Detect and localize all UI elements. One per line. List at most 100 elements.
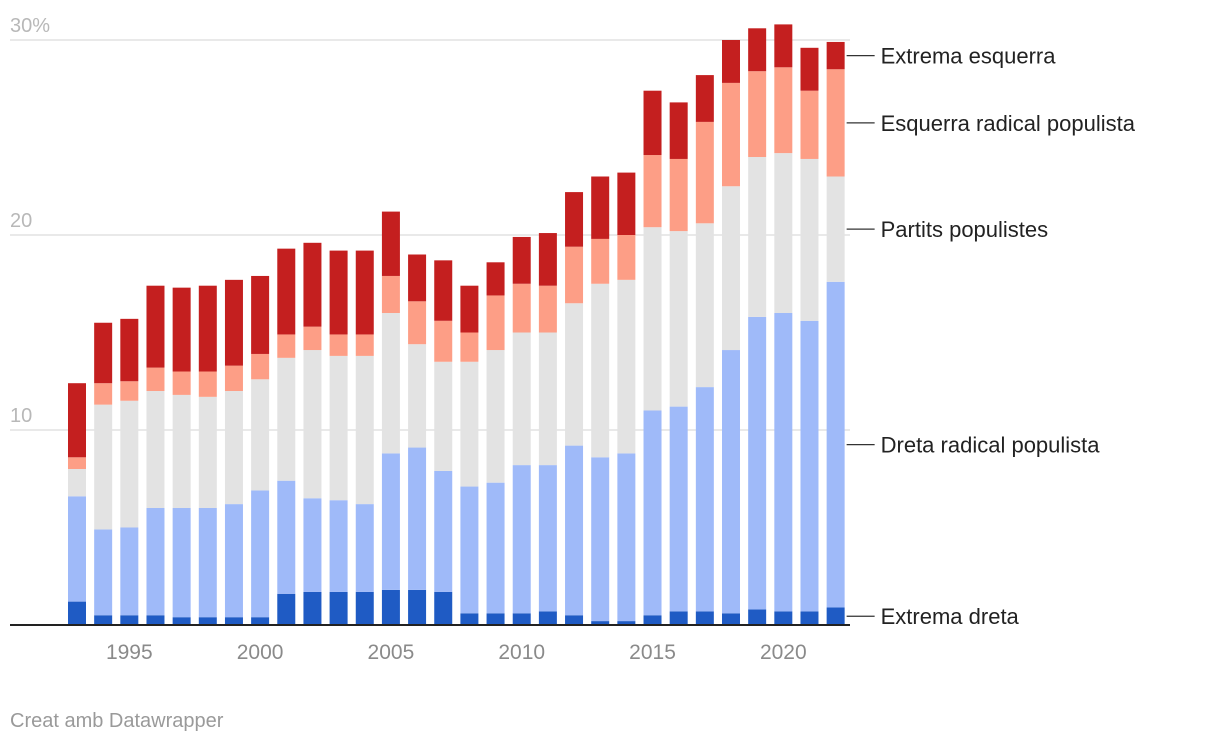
bar-segment [460,285,479,333]
bar-segment [277,593,296,625]
bar-segment [617,621,636,625]
bar-segment [826,69,845,177]
y-tick-label: 20 [10,210,32,232]
bar-segment [120,400,139,528]
bar-segment [277,334,296,358]
bar-segment [355,355,374,505]
bar-segment [774,611,793,625]
x-tick-label: 1995 [106,641,153,664]
x-tick-label: 2000 [237,641,284,664]
bar-segment [695,121,714,224]
bar-segment [748,157,767,317]
bar-segment [277,480,296,594]
bar-segment [146,285,165,368]
bar-segment [800,320,819,612]
bar-segment [68,496,86,602]
bar-segment [198,617,217,625]
bar-segment [512,465,531,614]
bar-segment [695,387,714,612]
bar-segment [381,313,400,454]
bar-segment [408,589,427,625]
bar-segment [643,227,662,411]
bar-segment [434,361,453,471]
bar-segment [748,71,767,157]
x-axis-ticks: 1995 2000 2005 2010 2015 2020 [106,641,807,664]
legend-label: Dreta radical populista [881,433,1101,458]
bar-segment [94,383,113,405]
legend-label: Extrema esquerra [881,44,1057,69]
bar-segment [748,609,767,625]
bar-segment [826,41,845,70]
bar-segment [565,445,584,616]
bar-segment [460,486,479,614]
bar-segment [224,504,243,618]
bar-segment [512,236,531,284]
bar-segment [512,332,531,466]
y-axis-ticks: 10 20 30% [10,15,50,427]
bar-segment [172,394,191,508]
bar-segment [591,283,610,458]
bars [68,24,845,625]
bar-segment [669,158,688,232]
y-tick-label: 30% [10,15,50,37]
bar-segment [774,24,793,68]
bar-segment [748,28,767,72]
bar-segment [565,303,584,446]
bar-segment [695,223,714,388]
x-tick-label: 2005 [368,641,415,664]
bar-segment [146,391,165,508]
bar-segment [408,447,427,590]
bar-segment [251,353,270,380]
bar-segment [381,275,400,313]
y-tick-label: 10 [10,405,32,427]
bar-segment [800,90,819,159]
bar-segment [722,613,740,625]
bar-segment [224,365,243,391]
bar-segment [120,318,139,382]
bar-segment [617,279,636,454]
bar-segment [748,316,767,610]
bar-segment [120,381,139,401]
bar-segment [669,611,688,625]
legend-label: Partits populistes [881,217,1049,242]
bar-segment [486,482,505,614]
bar-segment [591,621,610,625]
bar-segment [408,301,427,345]
bar-segment [460,613,479,625]
bar-segment [146,615,165,625]
bar-segment [172,617,191,625]
bar-segment [591,176,610,239]
bar-segment [329,355,348,501]
bar-segment [277,248,296,335]
bar-segment [826,176,845,282]
bar-segment [434,591,453,625]
bar-segment [381,211,400,276]
bar-segment [408,254,427,302]
legend-label: Extrema dreta [881,604,1020,629]
bar-segment [460,332,479,362]
bar-segment [486,295,505,351]
bar-segment [198,371,217,397]
bar-segment [198,508,217,618]
bar-segment [486,350,505,483]
bar-segment [722,186,740,351]
bar-segment [434,260,453,321]
bar-segment [722,350,740,614]
bar-segment [538,465,557,612]
bar-segment [94,615,113,625]
bar-segment [486,613,505,625]
bar-segment [617,453,636,622]
bar-segment [669,231,688,407]
bar-segment [538,285,557,333]
bar-segment [303,591,322,625]
bar-segment [355,250,374,335]
bar-segment [826,607,845,625]
bar-segment [538,233,557,286]
bar-segment [68,383,86,458]
bar-segment [68,469,86,497]
bar-segment [172,371,191,395]
bar-segment [355,504,374,592]
bar-segment [251,379,270,491]
bar-segment [434,470,453,592]
bar-segment [68,601,86,625]
